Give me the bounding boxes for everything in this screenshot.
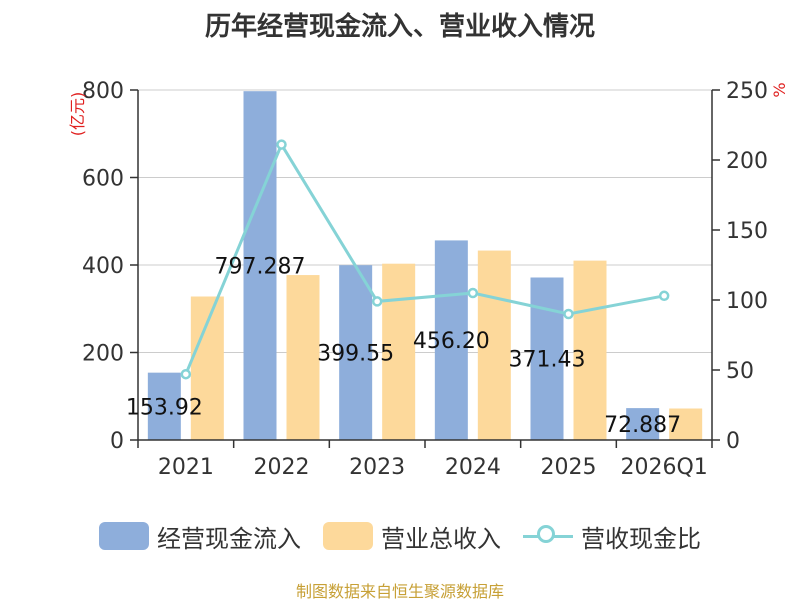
x-axis-tick-label: 2023	[349, 455, 405, 480]
bar-revenue	[669, 408, 703, 440]
bar-revenue	[382, 263, 416, 440]
right-axis-tick-label: 150	[726, 219, 768, 244]
bar-value-label: 371.43	[509, 348, 586, 373]
x-axis-tick-label: 2022	[254, 455, 310, 480]
legend-label-cash-inflow: 经营现金流入	[157, 524, 301, 553]
bar-cash-inflow	[147, 372, 181, 440]
x-axis-tick-label: 2025	[541, 455, 597, 480]
bar-revenue	[573, 260, 607, 440]
legend-swatch-ratio	[523, 522, 573, 550]
bar-value-label: 153.92	[126, 395, 203, 420]
legend-swatch-revenue	[323, 522, 373, 550]
bar-value-label: 456.20	[413, 329, 490, 354]
legend-item-revenue[interactable]: 营业总收入	[323, 519, 501, 554]
ratio-line-path	[184, 141, 665, 375]
left-axis-tick-label: 800	[82, 79, 124, 104]
ratio-point	[276, 139, 287, 150]
bar-value-label: 72.887	[604, 413, 681, 438]
bar-cash-inflow	[434, 240, 468, 440]
ratio-point	[467, 287, 479, 299]
chart-title: 历年经营现金流入、营业收入情况	[204, 12, 595, 42]
left-axis-tick-label: 0	[110, 429, 124, 454]
bar-value-label: 797.287	[215, 255, 306, 280]
right-axis-tick-label: 200	[726, 149, 768, 174]
right-axis-tick-label: 50	[726, 359, 754, 384]
x-axis-tick-label: 2026Q1	[621, 455, 708, 480]
ratio-point	[563, 308, 574, 320]
legend-label-ratio: 营收现金比	[581, 524, 701, 553]
grid-lines	[138, 89, 712, 353]
bar-cash-inflow	[626, 408, 660, 440]
ratio-line	[180, 139, 670, 380]
ratio-point	[371, 296, 383, 307]
ratio-point	[658, 290, 670, 302]
right-axis-tick-label: 0	[726, 429, 740, 454]
left-axis-tick-label: 600	[82, 167, 124, 192]
x-axis-tick-label: 2024	[445, 455, 501, 480]
right-axis-tick-label: 100	[726, 289, 768, 314]
legend-label-revenue: 营业总收入	[381, 524, 501, 553]
legend-item-ratio[interactable]: 营收现金比	[523, 519, 701, 554]
legend-swatch-cash-inflow	[99, 522, 149, 550]
axes: 0 200 400 600 800 0 50 100 150 200 250 2021 2022 2023…	[82, 79, 768, 480]
bar-cash-inflow	[339, 265, 373, 440]
left-axis-tick-label: 400	[82, 254, 124, 279]
x-axis-tick-label: 2021	[158, 455, 214, 480]
right-axis-unit: %	[770, 82, 789, 97]
source-note: 制图数据来自恒生聚源数据库	[295, 582, 504, 601]
left-axis-tick-label: 200	[82, 342, 124, 367]
bar-revenue	[477, 250, 511, 440]
legend: 经营现金流入 营业总收入 营收现金比	[0, 516, 800, 556]
bar-value-label: 399.55	[317, 342, 394, 367]
data-labels: 153.92 797.287 399.55 456.20 371.43 72.887	[126, 255, 681, 438]
bar-revenue	[286, 275, 320, 440]
legend-item-cash-inflow[interactable]: 经营现金流入	[99, 519, 301, 554]
ratio-point	[180, 368, 192, 380]
bar-cash-inflow	[243, 91, 277, 440]
left-axis-unit: (亿元)	[68, 92, 87, 137]
right-axis-tick-label: 250	[726, 79, 768, 104]
bar-cash-inflow	[530, 277, 564, 440]
